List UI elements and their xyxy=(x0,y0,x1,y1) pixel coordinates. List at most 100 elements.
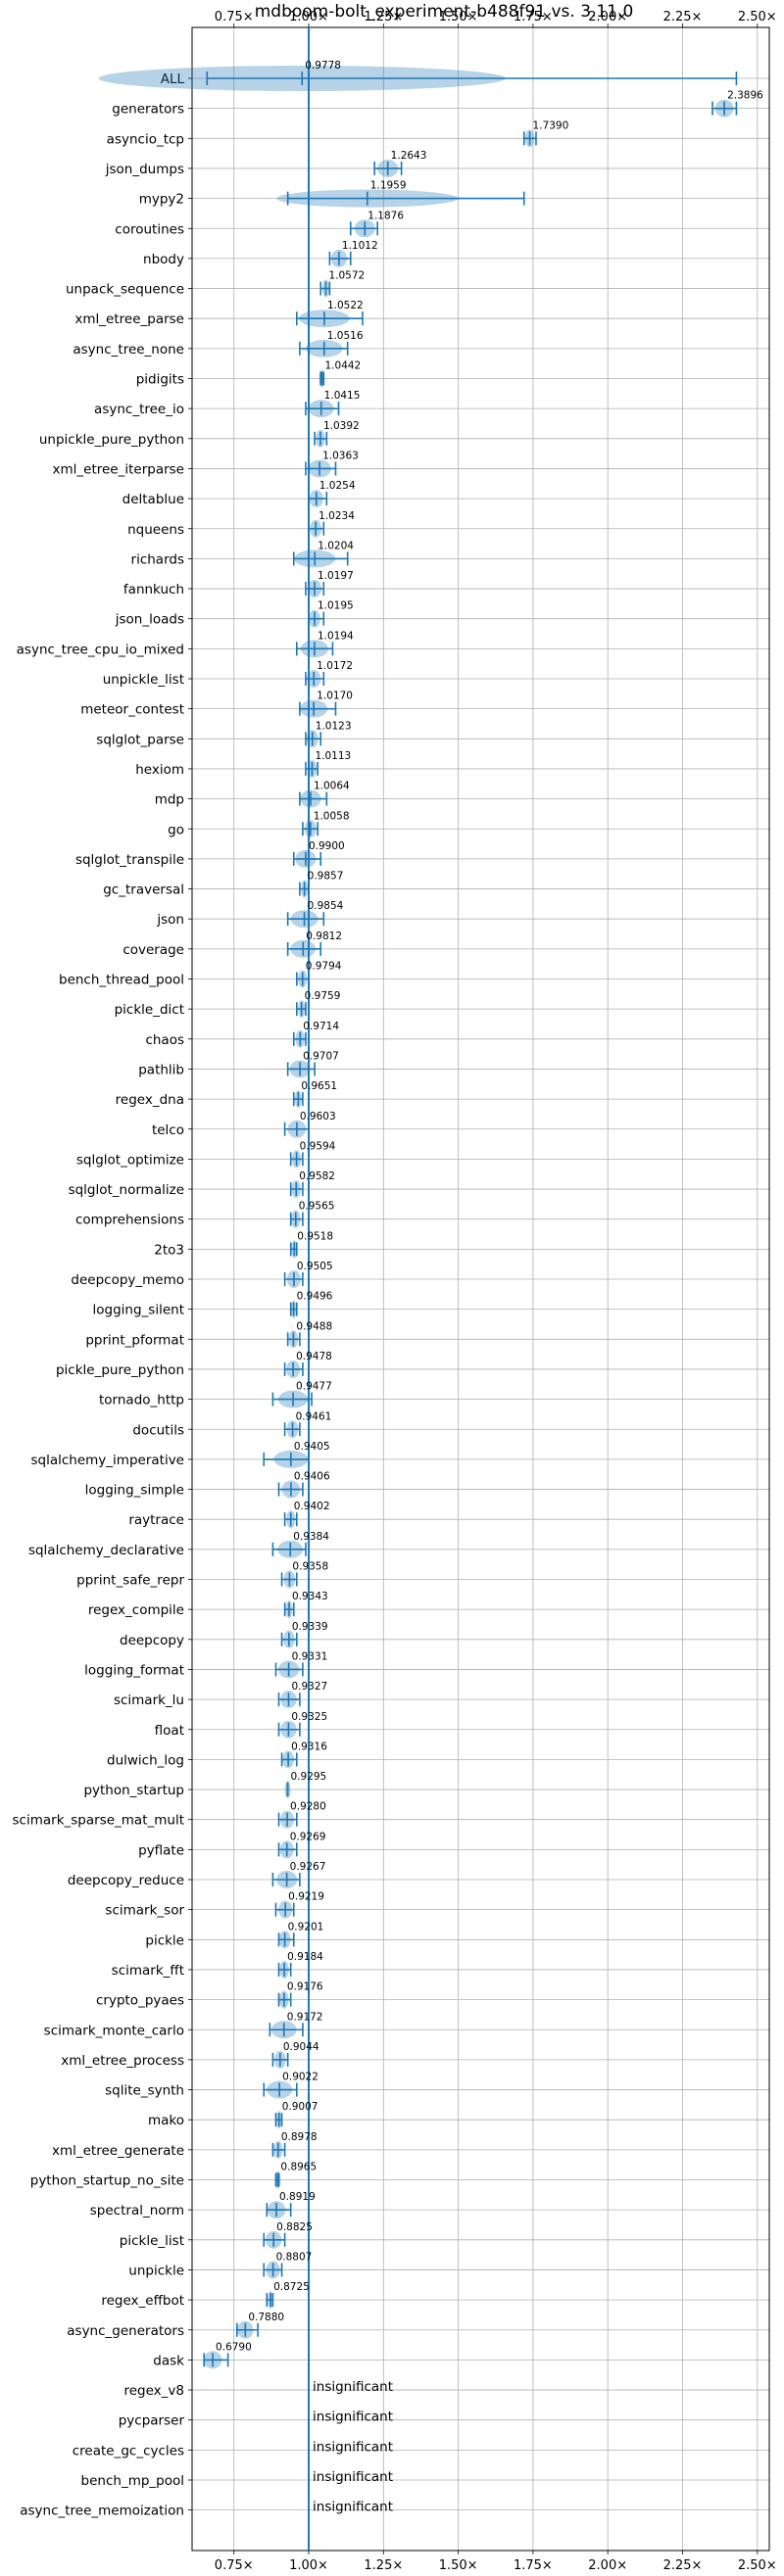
benchmark-label: gc_traversal xyxy=(103,883,184,898)
data-label: 0.7880 xyxy=(248,2312,284,2323)
data-label: 0.9384 xyxy=(293,1531,329,1543)
benchmark-label: richards xyxy=(131,551,184,567)
insignificant-label: insignificant xyxy=(313,2500,393,2515)
data-label: 1.0572 xyxy=(328,270,365,282)
benchmark-label: sqlalchemy_declarative xyxy=(28,1543,184,1558)
benchmark-label: json xyxy=(156,912,184,928)
plot-area: 0.75× 0.75× 1.00× 1.00× 1.25× 1.25× 1.50× 1.50×… xyxy=(13,10,777,2573)
benchmark-label: unpickle xyxy=(128,2263,184,2278)
benchmark-label: pidigits xyxy=(136,372,184,388)
benchmark-label: scimark_sparse_mat_mult xyxy=(13,1813,184,1829)
benchmark-label: hexiom xyxy=(135,762,184,778)
benchmark-label: unpickle_pure_python xyxy=(39,432,184,448)
data-label: 1.0172 xyxy=(317,660,353,672)
benchmark-label: create_gc_cycles xyxy=(73,2443,184,2458)
benchmark-label: regex_effbot xyxy=(101,2293,184,2309)
data-label: 0.9651 xyxy=(301,1080,337,1092)
benchmark-label: comprehensions xyxy=(75,1213,184,1228)
data-label: 0.9280 xyxy=(290,1801,326,1813)
insignificant-label: insignificant xyxy=(313,2409,393,2425)
benchmark-label: telco xyxy=(152,1122,184,1138)
data-label: 0.9714 xyxy=(303,1021,339,1032)
data-label: 0.9176 xyxy=(287,1981,323,1993)
benchmark-label: pprint_safe_repr xyxy=(76,1573,184,1589)
data-label: 0.9582 xyxy=(299,1170,335,1182)
data-label: 0.9594 xyxy=(300,1140,336,1152)
data-label: 1.0415 xyxy=(324,390,361,402)
data-label: 1.0442 xyxy=(325,360,362,372)
benchmark-label: pathlib xyxy=(138,1062,184,1077)
benchmark-label: regex_v8 xyxy=(123,2383,184,2399)
benchmark-label: async_tree_cpu_io_mixed xyxy=(17,642,184,657)
data-label: 0.9402 xyxy=(294,1501,330,1512)
benchmark-label: coroutines xyxy=(115,221,184,237)
data-label: 1.0516 xyxy=(327,330,364,342)
data-label: 0.8807 xyxy=(276,2251,313,2263)
benchmark-label: unpickle_list xyxy=(103,672,184,688)
benchmark-label: generators xyxy=(112,102,184,118)
data-label: 0.9219 xyxy=(288,1891,324,1903)
data-label: 0.6790 xyxy=(216,2341,252,2353)
benchmark-label: regex_dna xyxy=(116,1092,184,1108)
x-tick-label-top: 1.75× xyxy=(514,10,553,24)
data-label: 1.1876 xyxy=(368,210,404,221)
insignificant-label: insignificant xyxy=(313,2469,393,2485)
benchmark-label: dulwich_log xyxy=(107,1752,184,1768)
data-label: 1.0123 xyxy=(316,720,352,732)
benchmark-label: mypy2 xyxy=(139,192,184,208)
data-label: 0.9857 xyxy=(308,871,344,883)
data-label: 1.0363 xyxy=(322,450,359,461)
data-label: 0.9505 xyxy=(297,1261,333,1272)
x-tick-label-top: 1.25× xyxy=(364,10,403,24)
benchmark-label: scimark_lu xyxy=(114,1693,184,1708)
data-label: 0.8825 xyxy=(276,2221,313,2233)
benchmark-label: dask xyxy=(153,2353,184,2368)
x-tick-label-top: 2.25× xyxy=(663,10,703,24)
data-label: 0.9172 xyxy=(287,2011,323,2023)
data-label: 2.3896 xyxy=(727,90,763,102)
benchmark-label: sqlglot_normalize xyxy=(69,1182,184,1198)
benchmark-label: mako xyxy=(148,2113,184,2128)
x-tick-label-top: 2.50× xyxy=(738,10,777,24)
benchmark-label: pprint_pformat xyxy=(85,1332,184,1348)
benchmark-label: deepcopy xyxy=(120,1633,184,1648)
data-label: 0.9339 xyxy=(292,1621,328,1633)
benchmark-label: deepcopy_memo xyxy=(71,1272,184,1288)
data-label: 0.9184 xyxy=(287,1951,323,1963)
benchmark-label: bench_thread_pool xyxy=(59,973,184,988)
data-label: 0.9201 xyxy=(288,1921,324,1932)
x-tick-label-bottom: 1.75× xyxy=(514,2558,553,2573)
benchmark-label: chaos xyxy=(145,1032,184,1048)
data-label: 1.0194 xyxy=(318,630,354,642)
x-tick-label-bottom: 1.50× xyxy=(439,2558,478,2573)
benchmark-label: regex_compile xyxy=(88,1602,184,1618)
benchmark-label: spectral_norm xyxy=(90,2203,184,2218)
data-label: 0.9267 xyxy=(290,1861,326,1873)
data-label: 1.0204 xyxy=(318,540,354,551)
data-label: 1.0522 xyxy=(327,300,364,311)
x-tick-label-top: 1.00× xyxy=(289,10,328,24)
benchmark-label: pickle_pure_python xyxy=(56,1362,184,1378)
benchmark-label: xml_etree_process xyxy=(61,2053,184,2069)
data-label: 0.9477 xyxy=(296,1381,332,1393)
benchmark-label: nbody xyxy=(143,252,184,267)
benchmark-label: crypto_pyaes xyxy=(96,1993,184,2009)
benchmark-label: sqlalchemy_imperative xyxy=(31,1453,185,1468)
benchmark-label: logging_format xyxy=(84,1662,184,1678)
benchmark-label: json_loads xyxy=(115,612,184,628)
benchmark-label: sqlglot_optimize xyxy=(76,1152,184,1168)
data-label: 0.9327 xyxy=(291,1681,327,1693)
benchmark-label: sqlite_synth xyxy=(105,2083,184,2099)
benchmark-label: scimark_sor xyxy=(105,1903,184,1919)
benchmark-label: scimark_fft xyxy=(112,1963,184,1979)
benchmark-label: python_startup xyxy=(83,1783,184,1798)
benchmark-label: pycparser xyxy=(119,2413,185,2429)
benchmark-label: tornado_http xyxy=(99,1393,184,1408)
benchmark-label: raytrace xyxy=(128,1512,184,1528)
benchmark-label: pyflate xyxy=(138,1842,184,1858)
data-label: 0.9496 xyxy=(297,1291,333,1303)
x-tick-label-bottom: 2.00× xyxy=(588,2558,627,2573)
data-label: 0.9007 xyxy=(282,2101,318,2113)
benchmark-label: json_dumps xyxy=(105,162,184,177)
benchmark-label: async_tree_io xyxy=(94,402,184,417)
